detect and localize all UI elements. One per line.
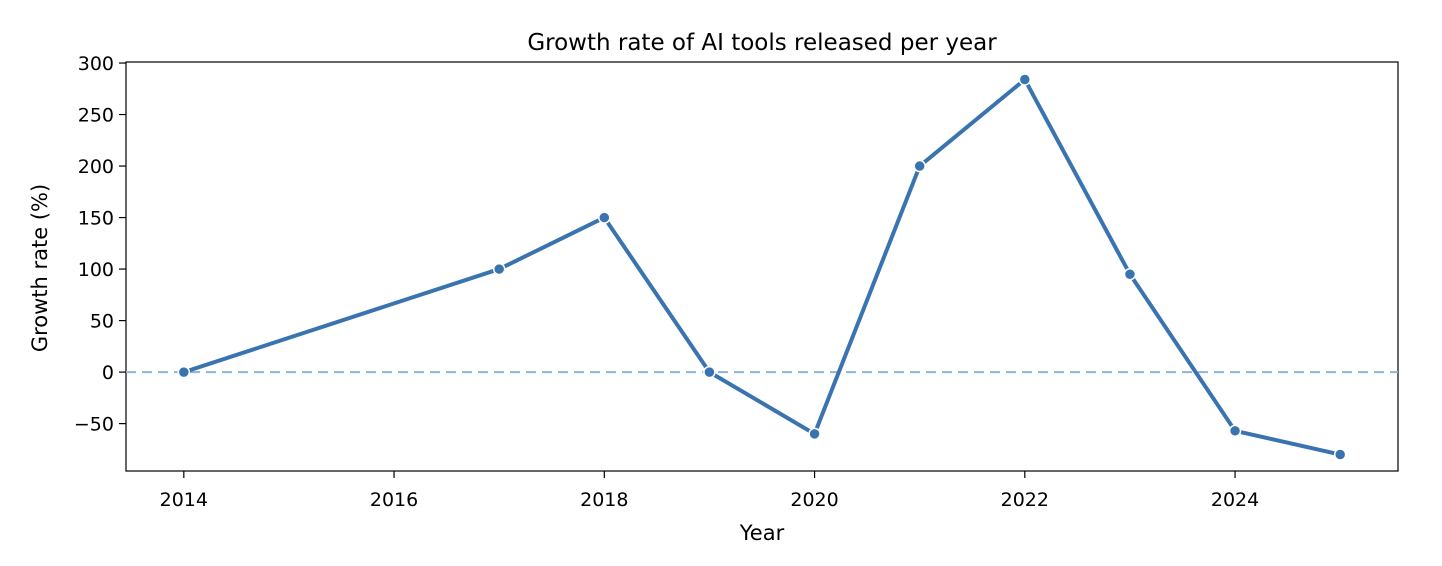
y-tick-label: 50 (90, 311, 114, 333)
y-tick-label: 200 (78, 156, 114, 178)
axes-frame (125, 61, 1399, 472)
data-point (1123, 267, 1137, 281)
x-axis-ticks: 2014 2016 2018 2020 2022 2024 (160, 471, 1259, 511)
data-point (492, 262, 506, 276)
y-tick-label: −50 (74, 414, 114, 436)
x-tick-label: 2022 (1001, 489, 1049, 511)
y-tick-label: 300 (78, 53, 114, 75)
y-tick-label: 150 (78, 208, 114, 230)
data-point (177, 365, 191, 379)
x-tick-label: 2024 (1211, 489, 1259, 511)
data-point (1228, 424, 1242, 438)
y-tick-label: 250 (78, 105, 114, 127)
data-point (598, 211, 611, 224)
chart-title: Growth rate of AI tools released per yea… (527, 30, 997, 56)
x-axis-label: Year (739, 521, 785, 545)
series-layer (177, 73, 1347, 461)
data-point (1333, 448, 1347, 461)
x-tick-label: 2014 (160, 489, 208, 511)
x-tick-label: 2016 (370, 489, 418, 511)
data-point (1018, 73, 1032, 86)
y-tick-label: 100 (78, 259, 114, 281)
x-tick-label: 2018 (580, 489, 628, 511)
y-tick-label: 0 (102, 362, 114, 384)
data-point (808, 427, 821, 441)
plot-area (125, 61, 1399, 472)
y-axis-ticks: 300 250 200 150 100 50 0 −50 (74, 53, 126, 436)
y-axis-label: Growth rate (%) (28, 184, 52, 352)
x-tick-label: 2020 (790, 489, 838, 511)
data-point (703, 365, 716, 379)
series-line (181, 77, 1343, 457)
data-point (913, 159, 926, 173)
